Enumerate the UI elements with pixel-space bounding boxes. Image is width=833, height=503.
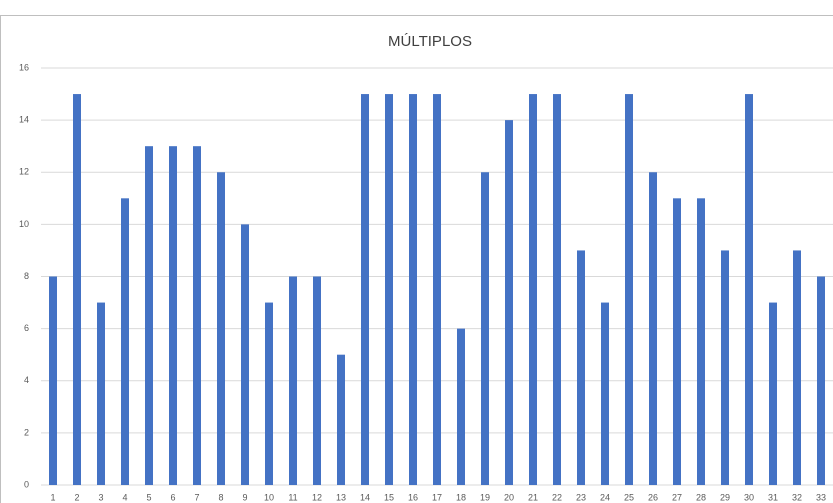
bar [601,302,609,485]
bar [289,276,297,485]
x-tick-label: 6 [170,492,175,502]
y-tick-label: 8 [24,271,29,281]
y-tick-label: 2 [24,427,29,437]
x-tick-label: 19 [480,492,490,502]
bar [529,94,537,485]
bar [241,224,249,485]
x-tick-label: 13 [336,492,346,502]
y-tick-label: 16 [19,62,29,72]
bar [49,276,57,485]
x-tick-label: 5 [146,492,151,502]
x-tick-label: 28 [696,492,706,502]
y-tick-label: 6 [24,323,29,333]
bar [649,172,657,485]
bar [313,276,321,485]
x-tick-label: 23 [576,492,586,502]
x-tick-label: 4 [122,492,127,502]
bar [745,94,753,485]
x-tick-label: 26 [648,492,658,502]
x-tick-label: 1 [50,492,55,502]
bar [145,146,153,485]
x-tick-label: 11 [288,492,297,502]
x-tick-label: 12 [312,492,322,502]
x-tick-label: 33 [816,492,826,502]
y-tick-label: 10 [19,219,29,229]
x-tick-label: 30 [744,492,754,502]
x-tick-label: 24 [600,492,610,502]
x-tick-label: 18 [456,492,466,502]
y-tick-label: 12 [19,167,29,177]
bar [385,94,393,485]
bar [97,302,105,485]
bar [337,354,345,485]
bar [769,302,777,485]
bar [433,94,441,485]
x-tick-label: 9 [242,492,247,502]
x-tick-label: 3 [98,492,103,502]
bar [73,94,81,485]
bar [217,172,225,485]
bar [457,328,465,485]
x-tick-label: 10 [264,492,274,502]
x-tick-label: 17 [432,492,442,502]
x-tick-label: 32 [792,492,802,502]
x-tick-label: 29 [720,492,730,502]
bar [193,146,201,485]
bar [361,94,369,485]
x-tick-label: 2 [74,492,79,502]
bar [673,198,681,485]
bar [169,146,177,485]
bar [409,94,417,485]
y-tick-label: 0 [24,479,29,489]
x-tick-label: 31 [768,492,778,502]
y-tick-label: 14 [19,115,29,125]
bar [817,276,825,485]
x-tick-label: 15 [384,492,394,502]
x-tick-label: 20 [504,492,514,502]
bar [721,250,729,485]
bar [121,198,129,485]
bar [505,120,513,485]
bar [577,250,585,485]
bar [481,172,489,485]
bar [265,302,273,485]
x-tick-label: 27 [672,492,682,502]
x-tick-label: 25 [624,492,634,502]
x-tick-label: 8 [218,492,223,502]
x-tick-label: 22 [552,492,562,502]
x-tick-label: 14 [360,492,370,502]
chart-title: MÚLTIPLOS [388,33,472,50]
x-tick-label: 7 [194,492,199,502]
x-tick-label: 16 [408,492,418,502]
bar [793,250,801,485]
bar [625,94,633,485]
x-tick-label: 21 [528,492,538,502]
y-tick-label: 4 [24,375,29,385]
bar [697,198,705,485]
bar [553,94,561,485]
